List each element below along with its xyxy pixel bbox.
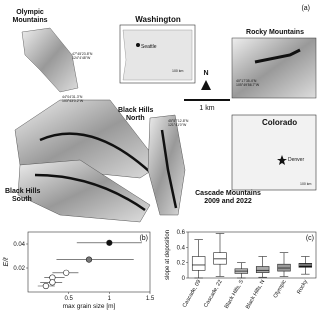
- map-frame: [231, 114, 317, 191]
- region-label: Mountains: [13, 17, 48, 24]
- relief-rocky: [231, 37, 317, 99]
- panel-a: (a) Olympic Mountains 47°45'23.8"N 124°4…: [5, 5, 317, 223]
- box: [255, 266, 270, 273]
- city-label: Denver: [288, 157, 304, 163]
- panel-label: (a): [301, 5, 310, 12]
- x-tick-label: Olympic: [273, 279, 288, 299]
- coords: 45°57'12.8"N: [168, 119, 189, 123]
- city-label: Seattle: [141, 44, 157, 50]
- y-tick-label: 0.2: [177, 261, 186, 267]
- deposit: [34, 173, 146, 212]
- point: [63, 269, 70, 276]
- scale-label: 100 km: [300, 182, 312, 186]
- y-axis-label: slope at deposition: [165, 230, 171, 280]
- x-tick-label: Cascade, 09: [182, 279, 203, 309]
- x-tick-label: Cascade, 22: [203, 279, 224, 309]
- x-tick-label: Rocky: [296, 279, 309, 295]
- x-tick-label: 0.5: [64, 296, 73, 302]
- city-marker: [136, 43, 140, 47]
- coords: 124°4'48"W: [72, 56, 91, 60]
- point: [49, 279, 56, 286]
- region-label: North: [126, 115, 145, 122]
- y-tick-label: 0.02: [13, 266, 25, 272]
- x-axis-label: max grain size [m]: [63, 303, 116, 310]
- x-tick-label: 1: [108, 296, 112, 302]
- deposit: [254, 48, 301, 64]
- state-outline: [122, 29, 193, 81]
- x-tick-label: 1.5: [146, 296, 155, 302]
- deposit: [39, 132, 151, 173]
- x-tick-label: Black Hills, N: [245, 279, 266, 310]
- map-title: Colorado: [262, 118, 297, 127]
- north-label: N: [203, 70, 208, 77]
- point: [85, 256, 93, 263]
- map-title: Washington: [135, 15, 181, 24]
- region-label: Rocky Mountains: [246, 29, 304, 36]
- scale-label: 1 km: [199, 105, 214, 112]
- city-marker: [277, 155, 287, 165]
- coords: 121°41'0"W: [168, 123, 187, 127]
- point: [42, 282, 49, 290]
- deposit: [160, 129, 178, 209]
- scale-label: 100 km: [172, 69, 184, 73]
- plot-frame: [27, 231, 151, 293]
- relief-olympic: [21, 27, 79, 93]
- panel-label: (b): [139, 235, 148, 242]
- chart-b: 0.5 1 1.5 0.02 0.04 max grain size [m] E/ℓ (b): [3, 231, 155, 310]
- region-label: Black Hills: [118, 107, 154, 114]
- region-label: Black Hills: [5, 188, 41, 195]
- coords: 47°45'23.8"N: [72, 52, 93, 56]
- y-tick-label: 0.4: [177, 245, 186, 251]
- plot-frame: [187, 231, 317, 279]
- region-label: 2009 and 2022: [204, 198, 252, 205]
- region-label: Olympic: [16, 9, 44, 16]
- coords: 103°43'0.2"W: [62, 99, 84, 103]
- region-label: Cascade Mountains: [195, 190, 261, 197]
- y-tick-label: 0: [182, 276, 186, 282]
- panel-label: (c): [306, 235, 314, 242]
- point: [106, 239, 113, 246]
- north-arrow: [201, 80, 211, 90]
- coords: 40°17'35.4"N: [236, 79, 257, 83]
- coords: 105°49'56.7"W: [236, 83, 260, 87]
- y-axis-label: E/ℓ: [3, 257, 10, 267]
- y-tick-label: 0.04: [13, 242, 25, 248]
- box: [191, 256, 206, 271]
- region-label: South: [12, 196, 32, 203]
- x-tick-label: Black Hills, S: [224, 279, 245, 310]
- y-tick-label: 0.6: [177, 230, 186, 236]
- coords: 44°04'31.3"N: [62, 95, 83, 99]
